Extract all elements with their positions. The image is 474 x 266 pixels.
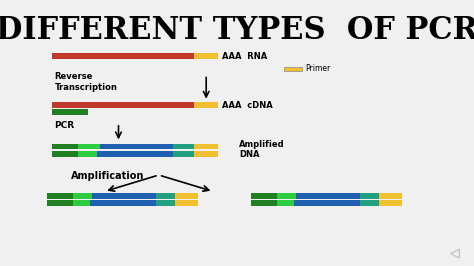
- Bar: [78, 151, 97, 157]
- Bar: [379, 193, 402, 199]
- Bar: [52, 144, 78, 149]
- Bar: [78, 144, 100, 149]
- Bar: [175, 200, 198, 206]
- Bar: [251, 193, 277, 199]
- Text: PCR: PCR: [55, 121, 74, 130]
- Bar: [90, 200, 156, 206]
- Bar: [52, 53, 194, 59]
- Bar: [194, 102, 218, 108]
- Bar: [173, 151, 194, 157]
- Bar: [156, 200, 175, 206]
- Text: DIFFERENT TYPES  OF PCR: DIFFERENT TYPES OF PCR: [0, 15, 474, 46]
- Bar: [360, 200, 379, 206]
- Bar: [73, 193, 92, 199]
- Bar: [52, 151, 78, 157]
- Bar: [47, 200, 73, 206]
- Bar: [194, 144, 218, 149]
- Text: Primer: Primer: [306, 64, 331, 73]
- Bar: [173, 144, 194, 149]
- Bar: [156, 193, 175, 199]
- Bar: [284, 66, 302, 71]
- Text: Amplified
DNA: Amplified DNA: [239, 140, 285, 159]
- Bar: [100, 144, 173, 149]
- Bar: [52, 109, 88, 115]
- Bar: [277, 193, 296, 199]
- Text: Amplification: Amplification: [71, 171, 145, 181]
- Bar: [379, 200, 402, 206]
- Bar: [47, 193, 73, 199]
- Bar: [294, 200, 360, 206]
- Bar: [92, 193, 156, 199]
- Text: AAA  cDNA: AAA cDNA: [222, 101, 273, 110]
- Text: Reverse
Transcription: Reverse Transcription: [55, 72, 118, 92]
- Bar: [251, 200, 277, 206]
- Bar: [175, 193, 198, 199]
- Bar: [360, 193, 379, 199]
- Bar: [73, 200, 90, 206]
- Bar: [194, 53, 218, 59]
- Bar: [52, 102, 194, 108]
- Text: AAA  RNA: AAA RNA: [222, 52, 267, 61]
- Bar: [97, 151, 173, 157]
- Bar: [296, 193, 360, 199]
- Bar: [277, 200, 294, 206]
- Bar: [194, 151, 218, 157]
- Text: ◁: ◁: [450, 246, 460, 259]
